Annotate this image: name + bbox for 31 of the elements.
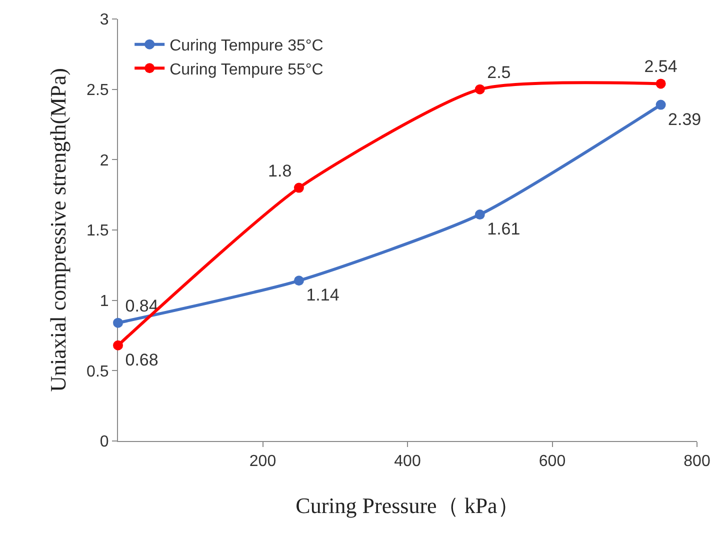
y-tick-label: 2: [100, 152, 109, 170]
y-tick-label: 1.5: [86, 222, 109, 240]
y-tick-label: 3: [100, 12, 109, 29]
point: [474, 210, 485, 220]
data-label: 0.84: [125, 296, 158, 316]
y-tick-label: 2.5: [86, 82, 109, 99]
x-axis-title: Curing Pressure（ kPa）: [296, 493, 520, 518]
data-label: 1.8: [268, 161, 292, 180]
point: [113, 340, 123, 350]
legend-label: Curing Tempure 55°C: [170, 61, 324, 78]
x-tick-label: 600: [538, 453, 566, 470]
point: [474, 84, 485, 94]
data-label: 2.54: [644, 57, 678, 76]
y-tick-label: 1: [100, 292, 109, 310]
legend-label: Curing Tempure 35°C: [170, 38, 324, 55]
point: [294, 182, 304, 193]
data-label: 2.39: [668, 110, 702, 129]
x-tick-label: 800: [684, 453, 710, 470]
point: [656, 78, 666, 89]
point: [294, 276, 304, 286]
data-label: 2.5: [487, 62, 511, 82]
x-tick-label: 200: [249, 453, 276, 470]
y-tick-label: 0: [100, 434, 109, 451]
x-tick-label: 400: [394, 453, 421, 470]
data-label: 0.68: [125, 350, 158, 370]
point: [113, 318, 123, 328]
data-label: 1.61: [487, 220, 520, 239]
data-label: 1.14: [306, 286, 340, 305]
point: [656, 100, 666, 110]
y-axis-title: Uniaxial compressive strength(MPa): [45, 68, 70, 392]
y-tick-label: 0.5: [86, 363, 109, 380]
